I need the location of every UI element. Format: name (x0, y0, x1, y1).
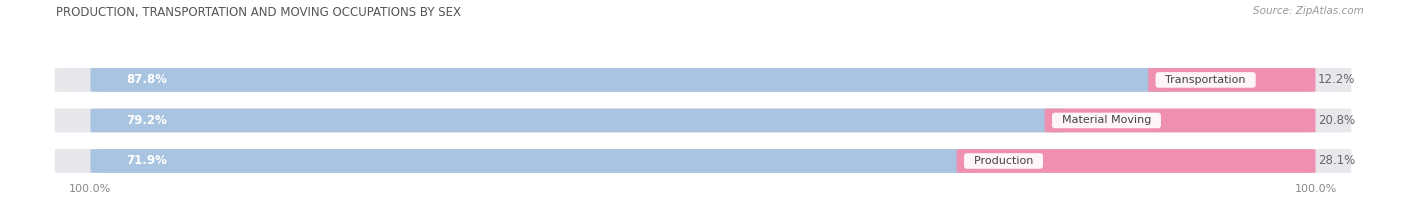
FancyBboxPatch shape (1149, 68, 1316, 92)
Text: Source: ZipAtlas.com: Source: ZipAtlas.com (1253, 6, 1364, 16)
Text: 100.0%: 100.0% (1295, 184, 1337, 194)
FancyBboxPatch shape (53, 107, 1353, 134)
Text: 28.1%: 28.1% (1317, 154, 1355, 167)
FancyBboxPatch shape (53, 67, 1353, 93)
FancyBboxPatch shape (90, 68, 1168, 92)
Text: Production: Production (967, 156, 1040, 166)
Legend: Male, Female: Male, Female (637, 193, 769, 197)
FancyBboxPatch shape (90, 109, 1064, 132)
Text: 100.0%: 100.0% (69, 184, 111, 194)
Text: Transportation: Transportation (1159, 75, 1253, 85)
FancyBboxPatch shape (956, 149, 1316, 173)
Text: PRODUCTION, TRANSPORTATION AND MOVING OCCUPATIONS BY SEX: PRODUCTION, TRANSPORTATION AND MOVING OC… (56, 6, 461, 19)
Text: 71.9%: 71.9% (127, 154, 167, 167)
Text: 87.8%: 87.8% (127, 73, 167, 86)
FancyBboxPatch shape (90, 149, 977, 173)
FancyBboxPatch shape (53, 148, 1353, 174)
Text: 79.2%: 79.2% (127, 114, 167, 127)
Text: Material Moving: Material Moving (1054, 115, 1159, 125)
Text: 12.2%: 12.2% (1317, 73, 1355, 86)
FancyBboxPatch shape (1045, 109, 1316, 132)
Text: 20.8%: 20.8% (1317, 114, 1355, 127)
